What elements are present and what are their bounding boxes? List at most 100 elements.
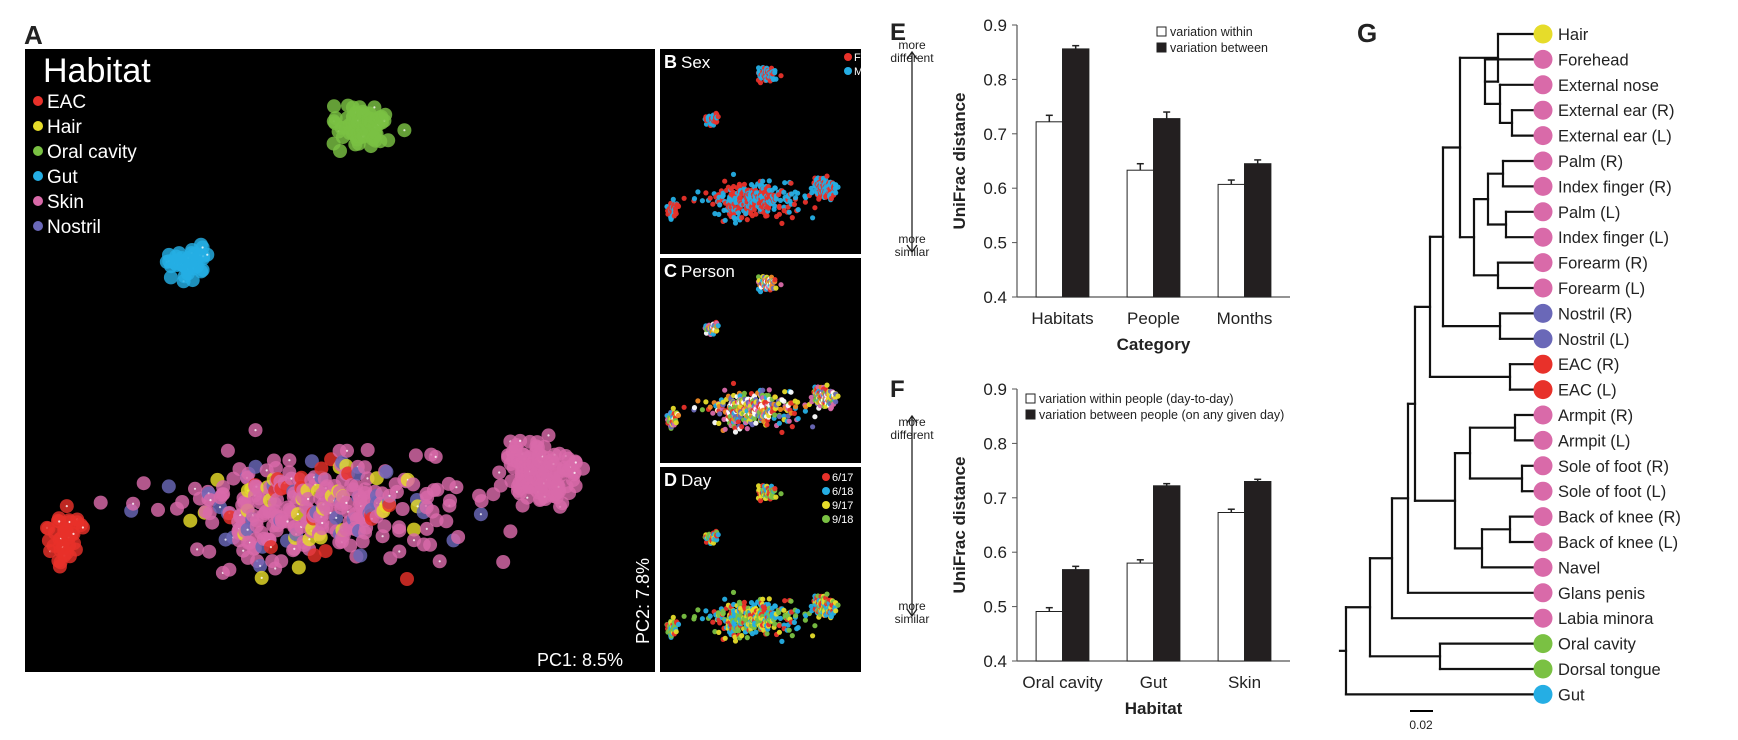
- scatter-point: [710, 619, 716, 625]
- scatter-point-highlight: [218, 506, 222, 509]
- scatter-point: [788, 389, 794, 395]
- scatter-point-highlight: [395, 490, 398, 493]
- scatter-point: [795, 399, 801, 405]
- tree-leaf-label: Gut: [1558, 686, 1585, 704]
- scatter-point: [670, 196, 676, 202]
- scatter-point: [730, 380, 737, 386]
- scatter-point-highlight: [398, 550, 401, 553]
- scatter-point: [779, 220, 785, 226]
- tree-leaf-marker: [1533, 634, 1553, 654]
- scatter-point-highlight: [224, 538, 227, 541]
- pc2-label: PC2: 7.8%: [633, 558, 653, 644]
- y-tick-label: 0.8: [983, 70, 1007, 89]
- scatter-point: [691, 196, 698, 202]
- scatter-point: [722, 178, 728, 184]
- scatter-point: [712, 629, 718, 635]
- scatter-point: [795, 416, 801, 422]
- scatter-point: [776, 413, 783, 420]
- scatter-point: [791, 619, 798, 626]
- panel-f-letter: F: [890, 376, 905, 403]
- scatter-point-highlight: [81, 526, 84, 529]
- scatter-point: [741, 181, 748, 187]
- scatter-point: [781, 398, 787, 404]
- scatter-point: [789, 424, 795, 430]
- scatter-point: [776, 211, 783, 217]
- scatter-point: [400, 572, 414, 586]
- scatter-point: [670, 405, 676, 411]
- scatter-point: [670, 614, 676, 621]
- scatter-point: [703, 190, 709, 196]
- scatter-point: [695, 398, 701, 404]
- scatter-point: [782, 180, 788, 186]
- bar: [1062, 569, 1090, 662]
- panel-e-note-top-1: more: [898, 38, 926, 52]
- scatter-point: [703, 399, 709, 405]
- panel-e-chart: 0.4 0.5 0.6 0.7 0.8 0.9 Habitats People Months Ca…: [906, 16, 1290, 354]
- panel-c-title: Person: [681, 262, 735, 281]
- scatter-point: [781, 189, 787, 195]
- scatter-point: [503, 524, 518, 539]
- scatter-point: [673, 211, 679, 217]
- scatter-point: [795, 625, 801, 631]
- scatter-point: [812, 205, 818, 211]
- tree-leaf-label: EAC (R): [1558, 356, 1619, 374]
- y-tick-label: 0.5: [983, 598, 1007, 617]
- scatter-point: [715, 532, 721, 538]
- legend-swatch-nostril: [33, 221, 43, 231]
- scatter-point-highlight: [265, 469, 268, 472]
- scatter-point-highlight: [260, 576, 263, 580]
- scatter-point: [703, 121, 710, 127]
- scatter-point: [699, 198, 706, 204]
- scatter-point-highlight: [526, 496, 529, 499]
- scatter-point: [773, 285, 779, 291]
- scatter-point: [760, 178, 766, 184]
- scatter-point-highlight: [388, 494, 391, 497]
- legend-label-hair: Hair: [47, 117, 83, 138]
- scatter-point: [777, 406, 784, 412]
- scatter-point: [808, 185, 814, 191]
- direction-arrow-head-up: [906, 414, 918, 424]
- scatter-point-highlight: [308, 538, 311, 541]
- scatter-point: [379, 464, 394, 479]
- panel-f-chart: 0.4 0.5 0.6 0.7 0.8 0.9 Oral cavity Gut Skin Habi…: [906, 380, 1290, 718]
- scatter-point: [712, 420, 718, 426]
- tree-leaf-label: External nose: [1558, 77, 1659, 95]
- y-tick-label: 0.9: [983, 380, 1007, 399]
- legend-swatch-oral-cavity: [33, 146, 43, 156]
- scatter-point: [327, 99, 341, 114]
- scatter-point: [195, 263, 210, 277]
- scatter-point: [777, 615, 784, 622]
- scatter-point: [810, 633, 816, 639]
- tree-leaf-marker: [1533, 303, 1553, 323]
- panel-a-legend: EAC Hair Oral cavity Gut Skin Nostril: [33, 92, 137, 238]
- tree-leaf-marker: [1533, 557, 1553, 577]
- scatter-point: [343, 538, 358, 553]
- direction-arrow-head-up: [906, 50, 918, 60]
- legend-swatch-skin: [33, 196, 43, 206]
- scatter-point: [443, 493, 457, 508]
- scatter-point: [268, 461, 283, 475]
- scatter-point: [216, 480, 231, 495]
- legend-label: variation within people (day-to-day): [1039, 392, 1234, 406]
- scatter-point: [714, 119, 720, 125]
- scatter-point: [732, 634, 738, 640]
- scatter-point: [791, 410, 798, 416]
- scatter-point: [314, 461, 329, 476]
- scatter-point: [703, 608, 709, 614]
- scatter-point: [732, 429, 739, 435]
- legend-swatch: [1156, 26, 1167, 37]
- legend-swatch-day-917: [822, 501, 830, 509]
- scatter-point: [722, 635, 728, 641]
- scatter-point: [248, 459, 263, 474]
- scatter-point: [779, 429, 785, 435]
- scatter-point: [812, 623, 818, 629]
- scatter-point: [360, 443, 375, 457]
- scatter-point: [353, 548, 368, 563]
- scatter-point-highlight: [68, 520, 71, 524]
- scatter-point: [715, 114, 721, 120]
- scatter-point: [318, 544, 333, 559]
- scatter-point: [764, 631, 770, 637]
- scatter-point: [778, 73, 784, 79]
- y-axis-title: UniFrac distance: [950, 93, 969, 230]
- scatter-point-highlight: [254, 429, 257, 432]
